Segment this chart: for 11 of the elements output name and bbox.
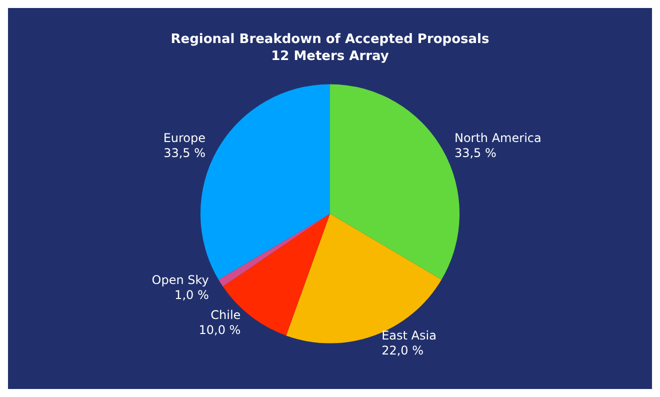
slice-label: Open Sky xyxy=(152,272,209,287)
slice-label: Chile xyxy=(210,308,241,322)
chart-title: Regional Breakdown of Accepted Proposals 12 Meters Array xyxy=(170,32,490,64)
data-label: 10,0 % xyxy=(198,322,241,337)
slice-label: Europe xyxy=(163,131,206,146)
slice-label: East Asia xyxy=(382,328,436,343)
slice-label: North America xyxy=(454,131,542,146)
data-label: 1,0 % xyxy=(174,288,209,302)
data-label: 33,5 % xyxy=(454,146,496,160)
data-label: 33,5 % xyxy=(164,146,206,160)
data-label: 22,0 % xyxy=(382,344,424,358)
